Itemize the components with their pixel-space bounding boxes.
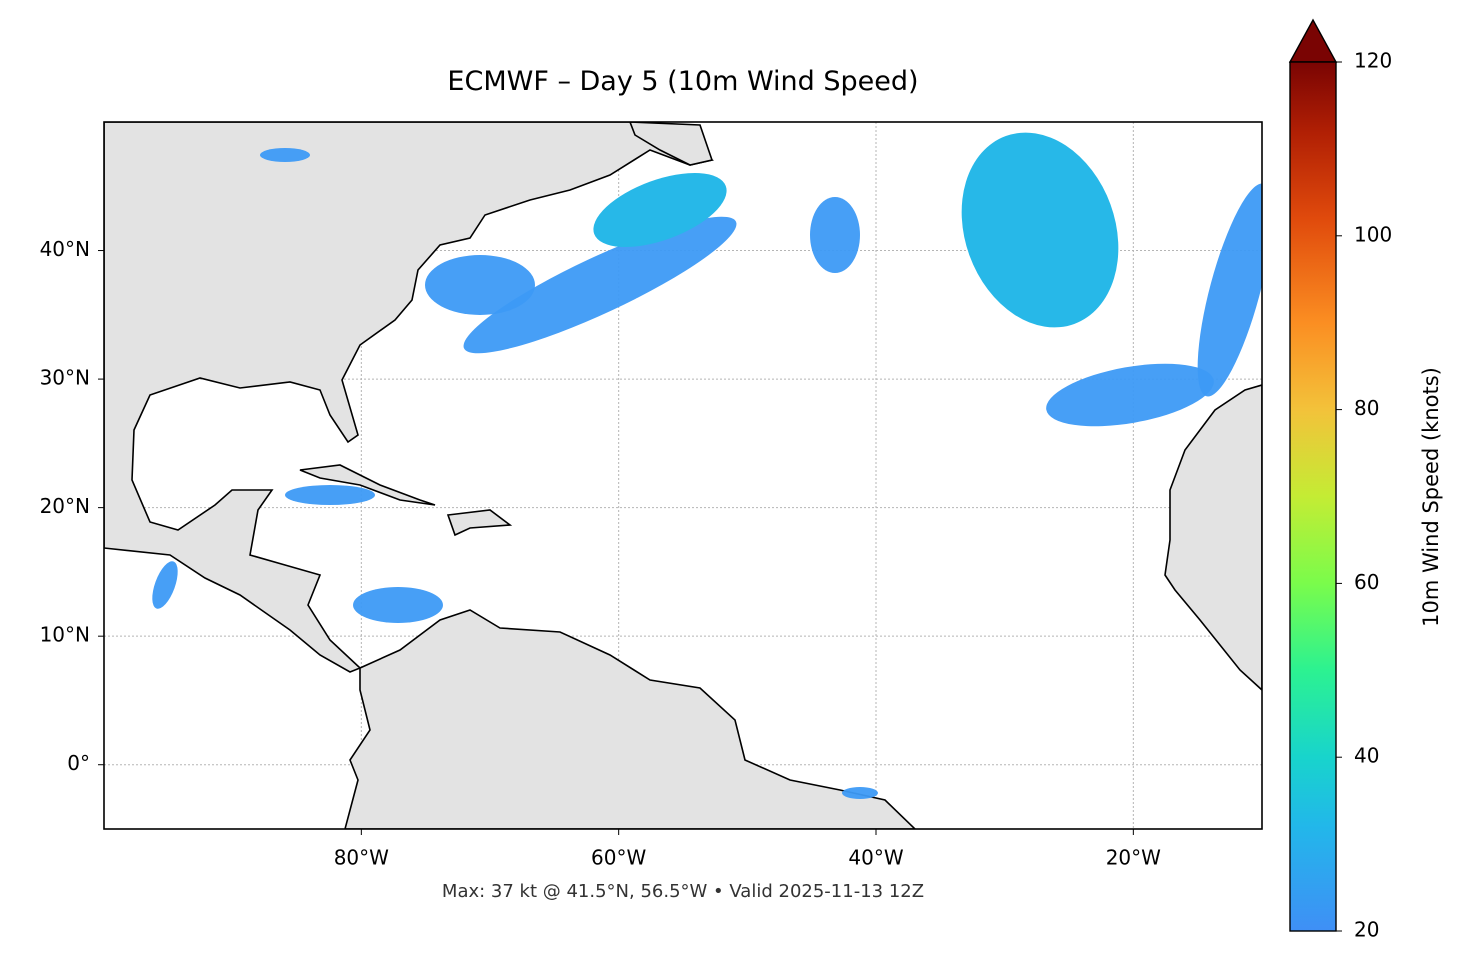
wind-patch: [593, 173, 727, 247]
chart-title: ECMWF – Day 5 (10m Wind Speed): [447, 66, 918, 97]
wind-patch: [810, 197, 860, 273]
colorbar-tick-label: 40: [1354, 744, 1379, 768]
colorbar-ticks: 20 40 60 80 100 120: [1336, 49, 1392, 942]
wind-patch: [260, 148, 310, 162]
colorbar-label: 10m Wind Speed (knots): [1419, 367, 1443, 627]
hispaniola: [446, 509, 513, 537]
wind-patch: [842, 787, 878, 799]
map-layers: [104, 122, 1262, 829]
wind-patch: [1046, 363, 1214, 427]
x-tick-label: 80°W: [334, 846, 389, 870]
newfoundland: [629, 122, 714, 166]
south-america: [344, 609, 917, 829]
colorbar-tick-label: 20: [1354, 918, 1379, 942]
africa: [1164, 384, 1262, 692]
axis-ticks: 80°W 60°W 40°W 20°W 0° 10°N 20°N 30°N 40°N: [40, 237, 1162, 869]
colorbar: [1289, 61, 1337, 932]
wind-patch: [152, 561, 178, 609]
colorbar-tick-label: 120: [1354, 49, 1392, 73]
wind-patch: [285, 485, 375, 505]
y-tick-label: 30°N: [40, 366, 90, 390]
colorbar-extend: [1288, 18, 1338, 63]
y-tick-label: 0°: [67, 751, 90, 775]
colorbar-tick-label: 60: [1354, 570, 1379, 594]
x-tick-label: 40°W: [848, 846, 903, 870]
wind-patch: [353, 587, 443, 623]
x-tick-label: 60°W: [591, 846, 646, 870]
x-tick-label: 20°W: [1106, 846, 1161, 870]
wind-patch: [463, 216, 737, 354]
y-tick-label: 10°N: [40, 623, 90, 647]
wind-field: [152, 132, 1262, 799]
wind-patch: [1197, 183, 1262, 397]
wind-patch: [425, 255, 535, 315]
cuba: [299, 464, 436, 506]
map-frame: [103, 121, 1263, 830]
colorbar-tick-label: 80: [1354, 396, 1379, 420]
y-tick-label: 40°N: [40, 237, 90, 261]
footer-note: Max: 37 kt @ 41.5°N, 56.5°W • Valid 2025…: [442, 881, 924, 902]
colorbar-tick-label: 100: [1354, 222, 1392, 246]
wind-patch: [961, 132, 1119, 328]
y-tick-label: 20°N: [40, 494, 90, 518]
north-america: [104, 122, 715, 673]
